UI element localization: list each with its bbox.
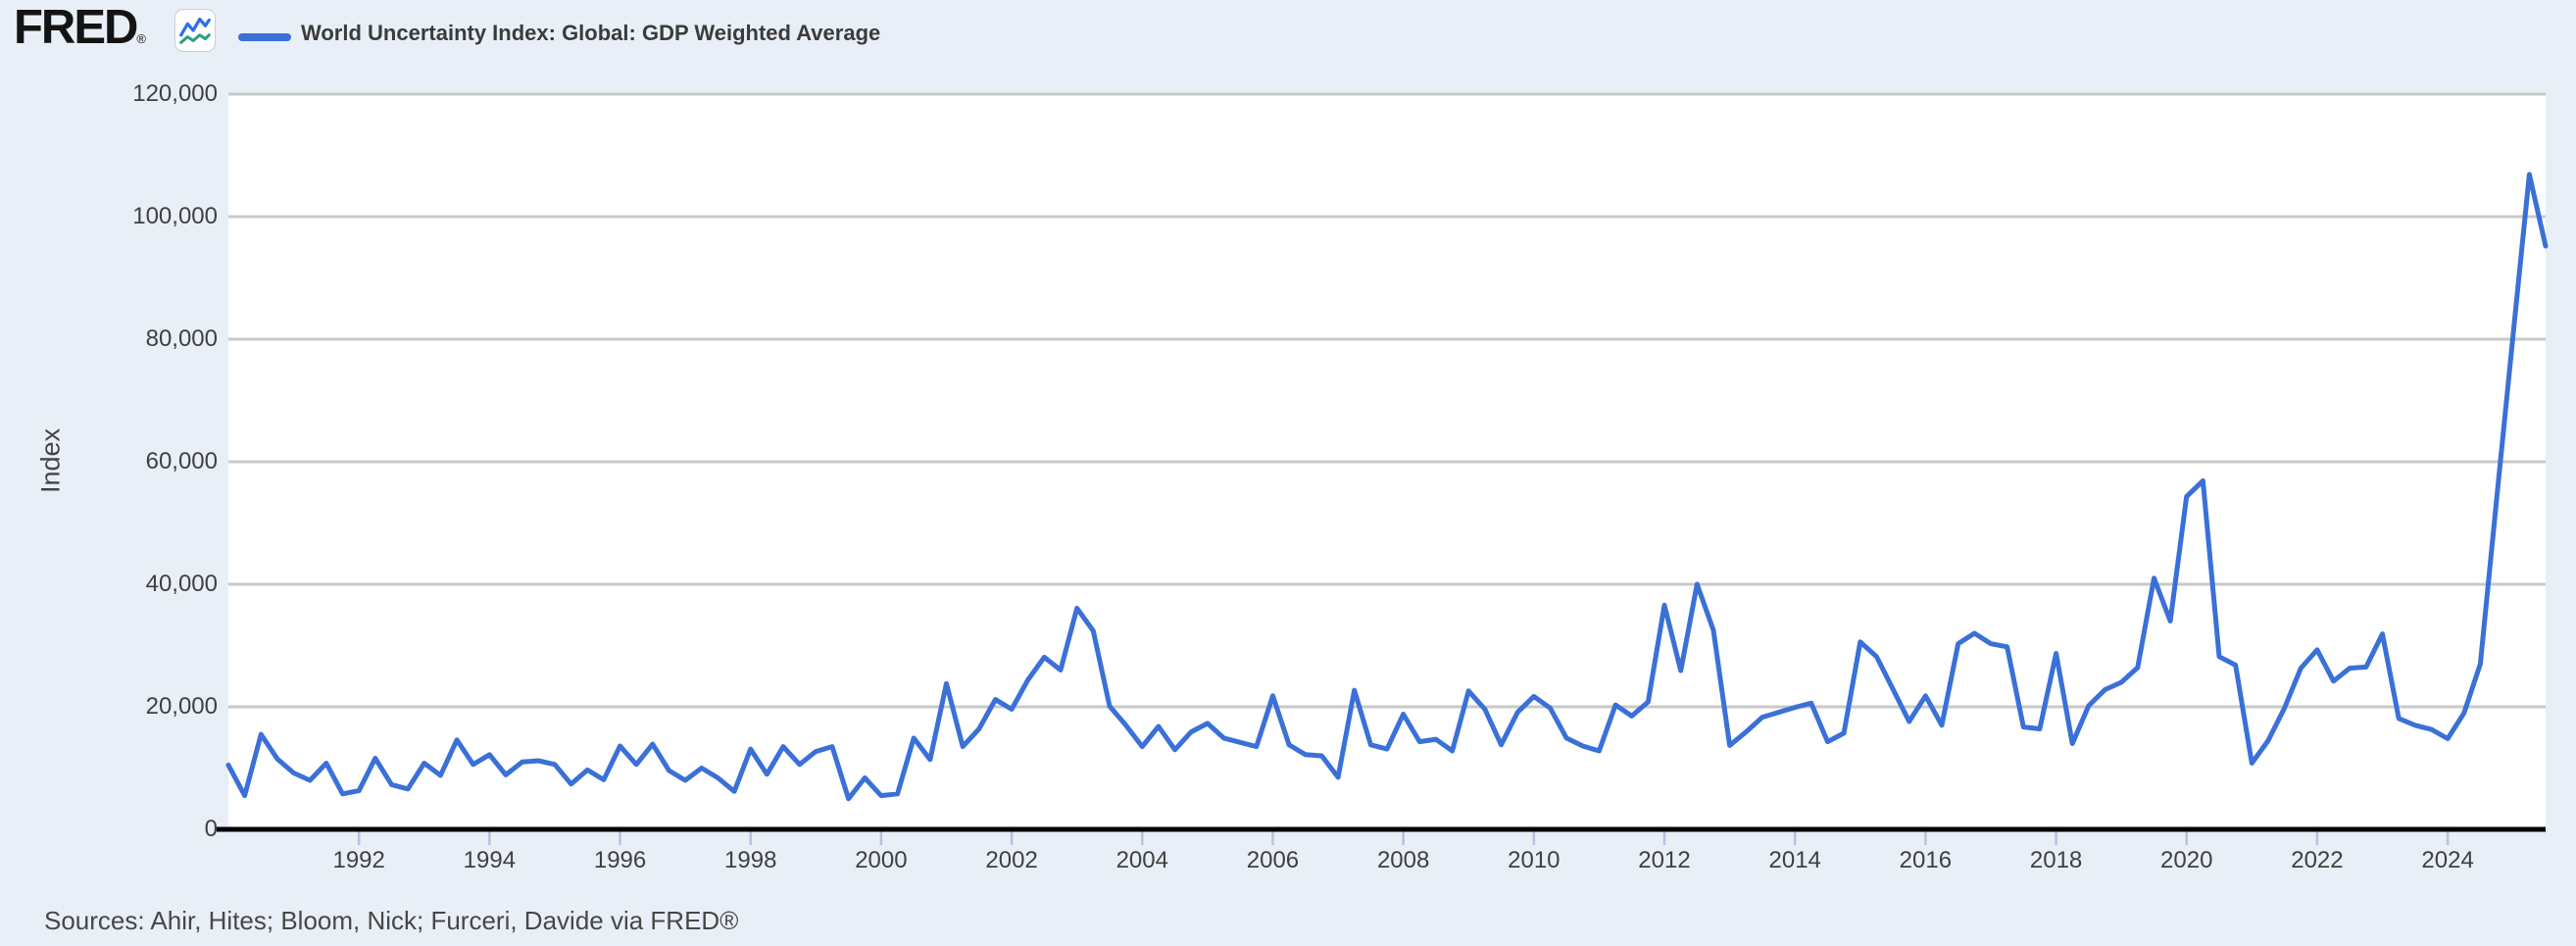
registered-trademark-symbol: ® xyxy=(136,31,146,46)
x-tick-label-2002: 2002 xyxy=(985,847,1038,873)
fred-sparkline-icon[interactable] xyxy=(174,9,216,52)
x-tick-label-2006: 2006 xyxy=(1246,847,1300,873)
x-axis-line xyxy=(217,826,2546,832)
x-tick-label-2022: 2022 xyxy=(2291,847,2344,873)
fred-logo[interactable]: FRED® xyxy=(14,2,146,65)
fred-logo-text: FRED xyxy=(14,1,138,54)
x-tick-label-2008: 2008 xyxy=(1376,847,1430,873)
x-tick-label-2012: 2012 xyxy=(1638,847,1691,873)
x-tick-label-2004: 2004 xyxy=(1115,847,1168,873)
y-tick-label-100000: 100,000 xyxy=(132,203,218,229)
x-tick-label-2018: 2018 xyxy=(2029,847,2083,873)
x-tick-label-1996: 1996 xyxy=(593,847,647,873)
y-tick-label-40000: 40,000 xyxy=(145,571,218,597)
x-tick-label-2000: 2000 xyxy=(855,847,908,873)
sources-note: Sources: Ahir, Hites; Bloom, Nick; Furce… xyxy=(44,906,739,935)
y-tick-label-0: 0 xyxy=(204,816,218,842)
x-tick-label-2016: 2016 xyxy=(1899,847,1953,873)
x-tick-label-2014: 2014 xyxy=(1768,847,1821,873)
chart-plot-area[interactable] xyxy=(217,92,2549,851)
x-tick-label-2010: 2010 xyxy=(1508,847,1560,873)
y-tick-label-120000: 120,000 xyxy=(132,80,218,107)
y-tick-label-20000: 20,000 xyxy=(145,693,218,720)
y-tick-label-80000: 80,000 xyxy=(145,325,218,352)
y-tick-label-60000: 60,000 xyxy=(145,448,218,474)
legend-line-swatch xyxy=(238,33,291,41)
x-tick-label-1998: 1998 xyxy=(724,847,777,873)
x-tick-label-1994: 1994 xyxy=(463,847,517,873)
x-tick-label-2024: 2024 xyxy=(2421,847,2474,873)
legend-series-label: World Uncertainty Index: Global: GDP Wei… xyxy=(301,21,881,45)
x-tick-label-1992: 1992 xyxy=(332,847,385,873)
x-tick-label-2020: 2020 xyxy=(2160,847,2213,873)
uncertainty-index-line xyxy=(225,172,2549,802)
